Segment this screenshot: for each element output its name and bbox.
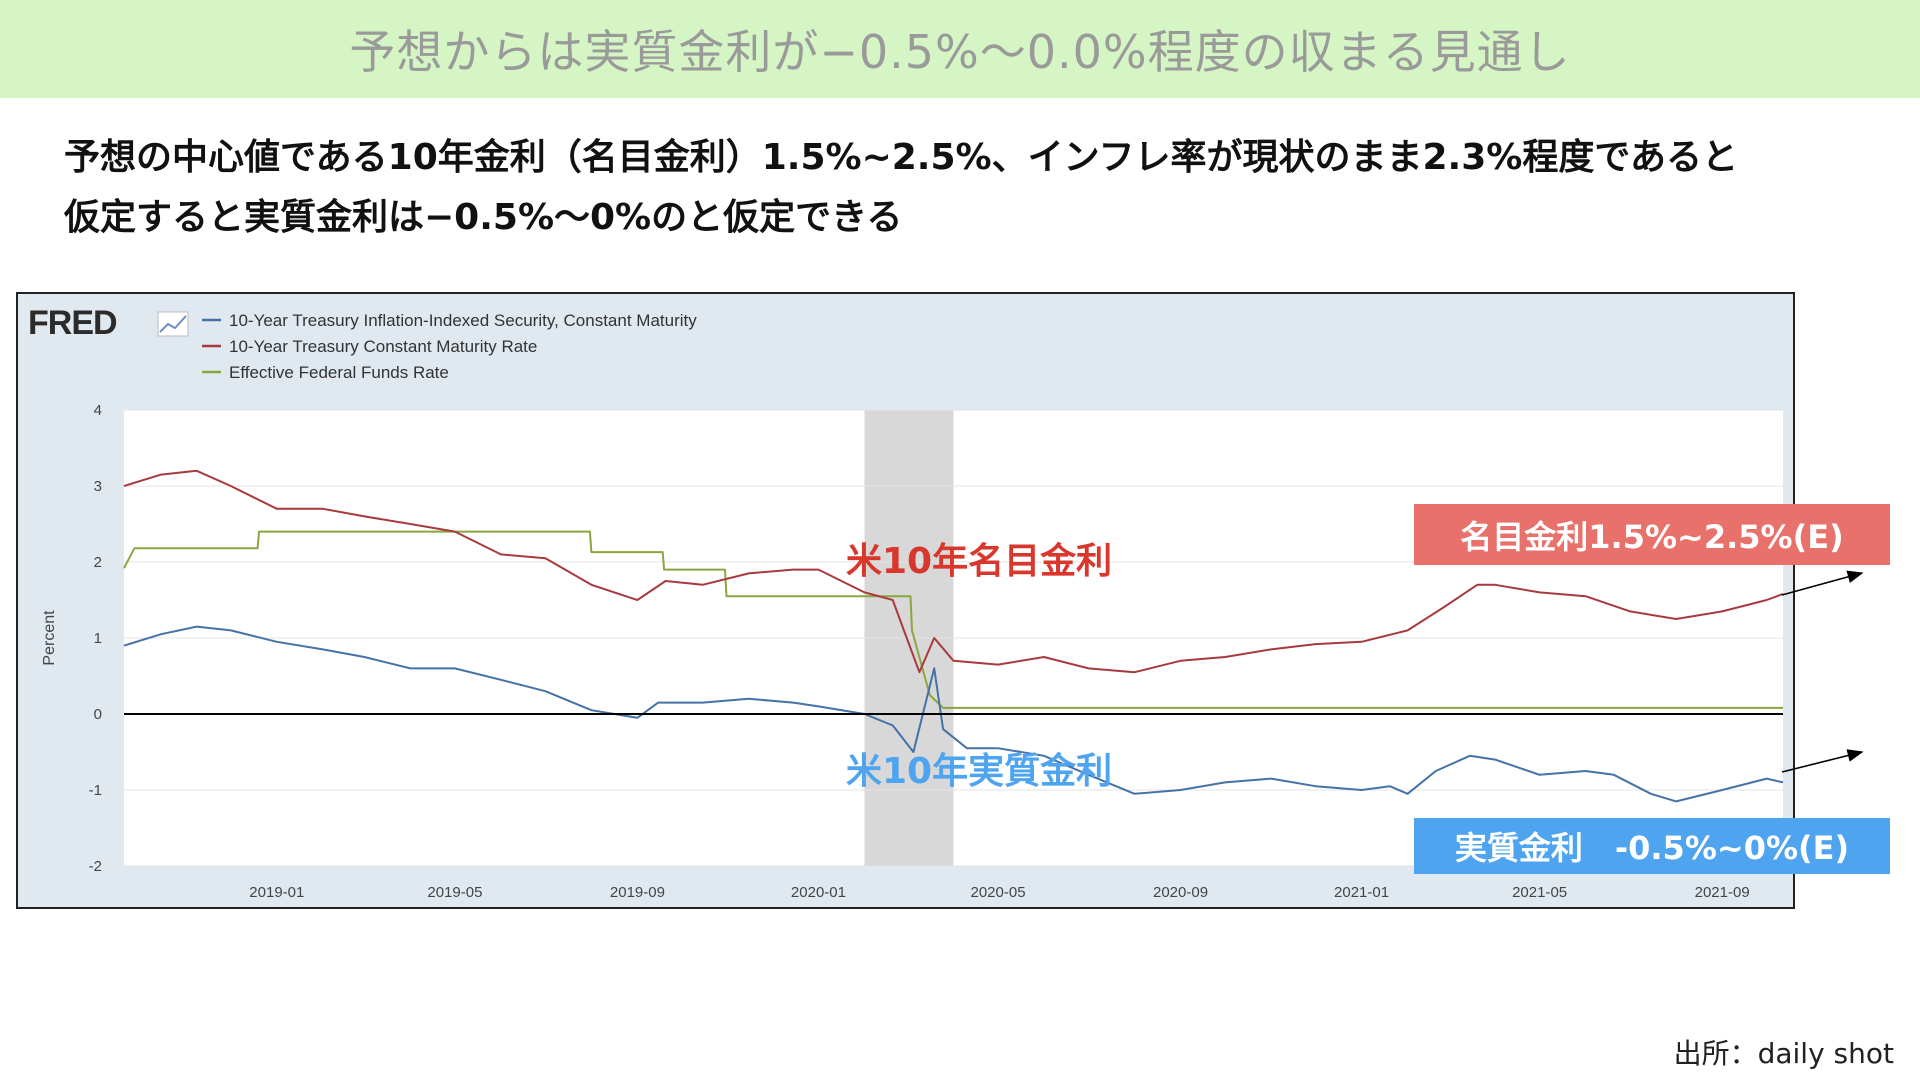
fred-logo-icon-line (159, 315, 187, 333)
page-title: 予想からは実質金利が−0.5%〜0.0%程度の収まる見通し (349, 25, 1571, 79)
y-tick-label: 2 (94, 554, 102, 571)
subtitle-line-2: 仮定すると実質金利は−0.5%〜0%のと仮定できる (64, 197, 903, 238)
legend-label: 10-Year Treasury Constant Maturity Rate (229, 337, 537, 356)
chart-svg: -2 -1 0 1 2 3 4 2019-01 2019-05 2019-09 2020-01 202… (28, 304, 1784, 901)
legend-label: Effective Federal Funds Rate (229, 363, 449, 382)
subtitle: 予想の中心値である10年金利（名目金利）1.5%~2.5%、インフレ率が現状のま… (64, 128, 1904, 248)
title-bar: 予想からは実質金利が−0.5%〜0.0%程度の収まる見通し (0, 0, 1920, 98)
y-tick-label: 0 (94, 706, 102, 723)
x-tick-label: 2019-09 (610, 884, 665, 901)
real-forecast-box: 実質金利 -0.5%~0%(E) (1414, 818, 1890, 874)
x-tick-label: 2019-01 (249, 884, 304, 901)
subtitle-line-1: 予想の中心値である10年金利（名目金利）1.5%~2.5%、インフレ率が現状のま… (64, 137, 1738, 178)
series-line (123, 625, 1784, 803)
nominal-forecast-box: 名目金利1.5%~2.5%(E) (1414, 504, 1890, 565)
x-tick-label: 2021-01 (1334, 884, 1389, 901)
x-tick-label: 2021-05 (1512, 884, 1567, 901)
y-tick-label: -1 (89, 782, 102, 799)
nominal-rate-annotation: 米10年名目金利 (846, 541, 1113, 582)
fred-logo: FRED (28, 304, 117, 342)
source-note: 出所：daily shot (1673, 1037, 1894, 1070)
fred-chart: -2 -1 0 1 2 3 4 2019-01 2019-05 2019-09 2020-01 202… (16, 292, 1795, 909)
x-tick-label: 2019-05 (427, 884, 482, 901)
x-tick-label: 2020-09 (1153, 884, 1208, 901)
y-tick-label: 3 (94, 478, 102, 495)
y-tick-label: 1 (94, 630, 102, 647)
series-line (123, 530, 1783, 709)
legend-label: 10-Year Treasury Inflation-Indexed Secur… (229, 311, 697, 330)
y-tick-label: -2 (89, 858, 102, 875)
x-tick-label: 2020-05 (970, 884, 1025, 901)
x-tick-label: 2021-09 (1695, 884, 1750, 901)
y-axis-label: Percent (41, 610, 58, 666)
fred-logo-icon (157, 311, 189, 337)
y-tick-label: 4 (94, 402, 102, 419)
real-rate-annotation: 米10年実質金利 (846, 751, 1113, 792)
series-line (123, 469, 1784, 674)
x-tick-label: 2020-01 (791, 884, 846, 901)
